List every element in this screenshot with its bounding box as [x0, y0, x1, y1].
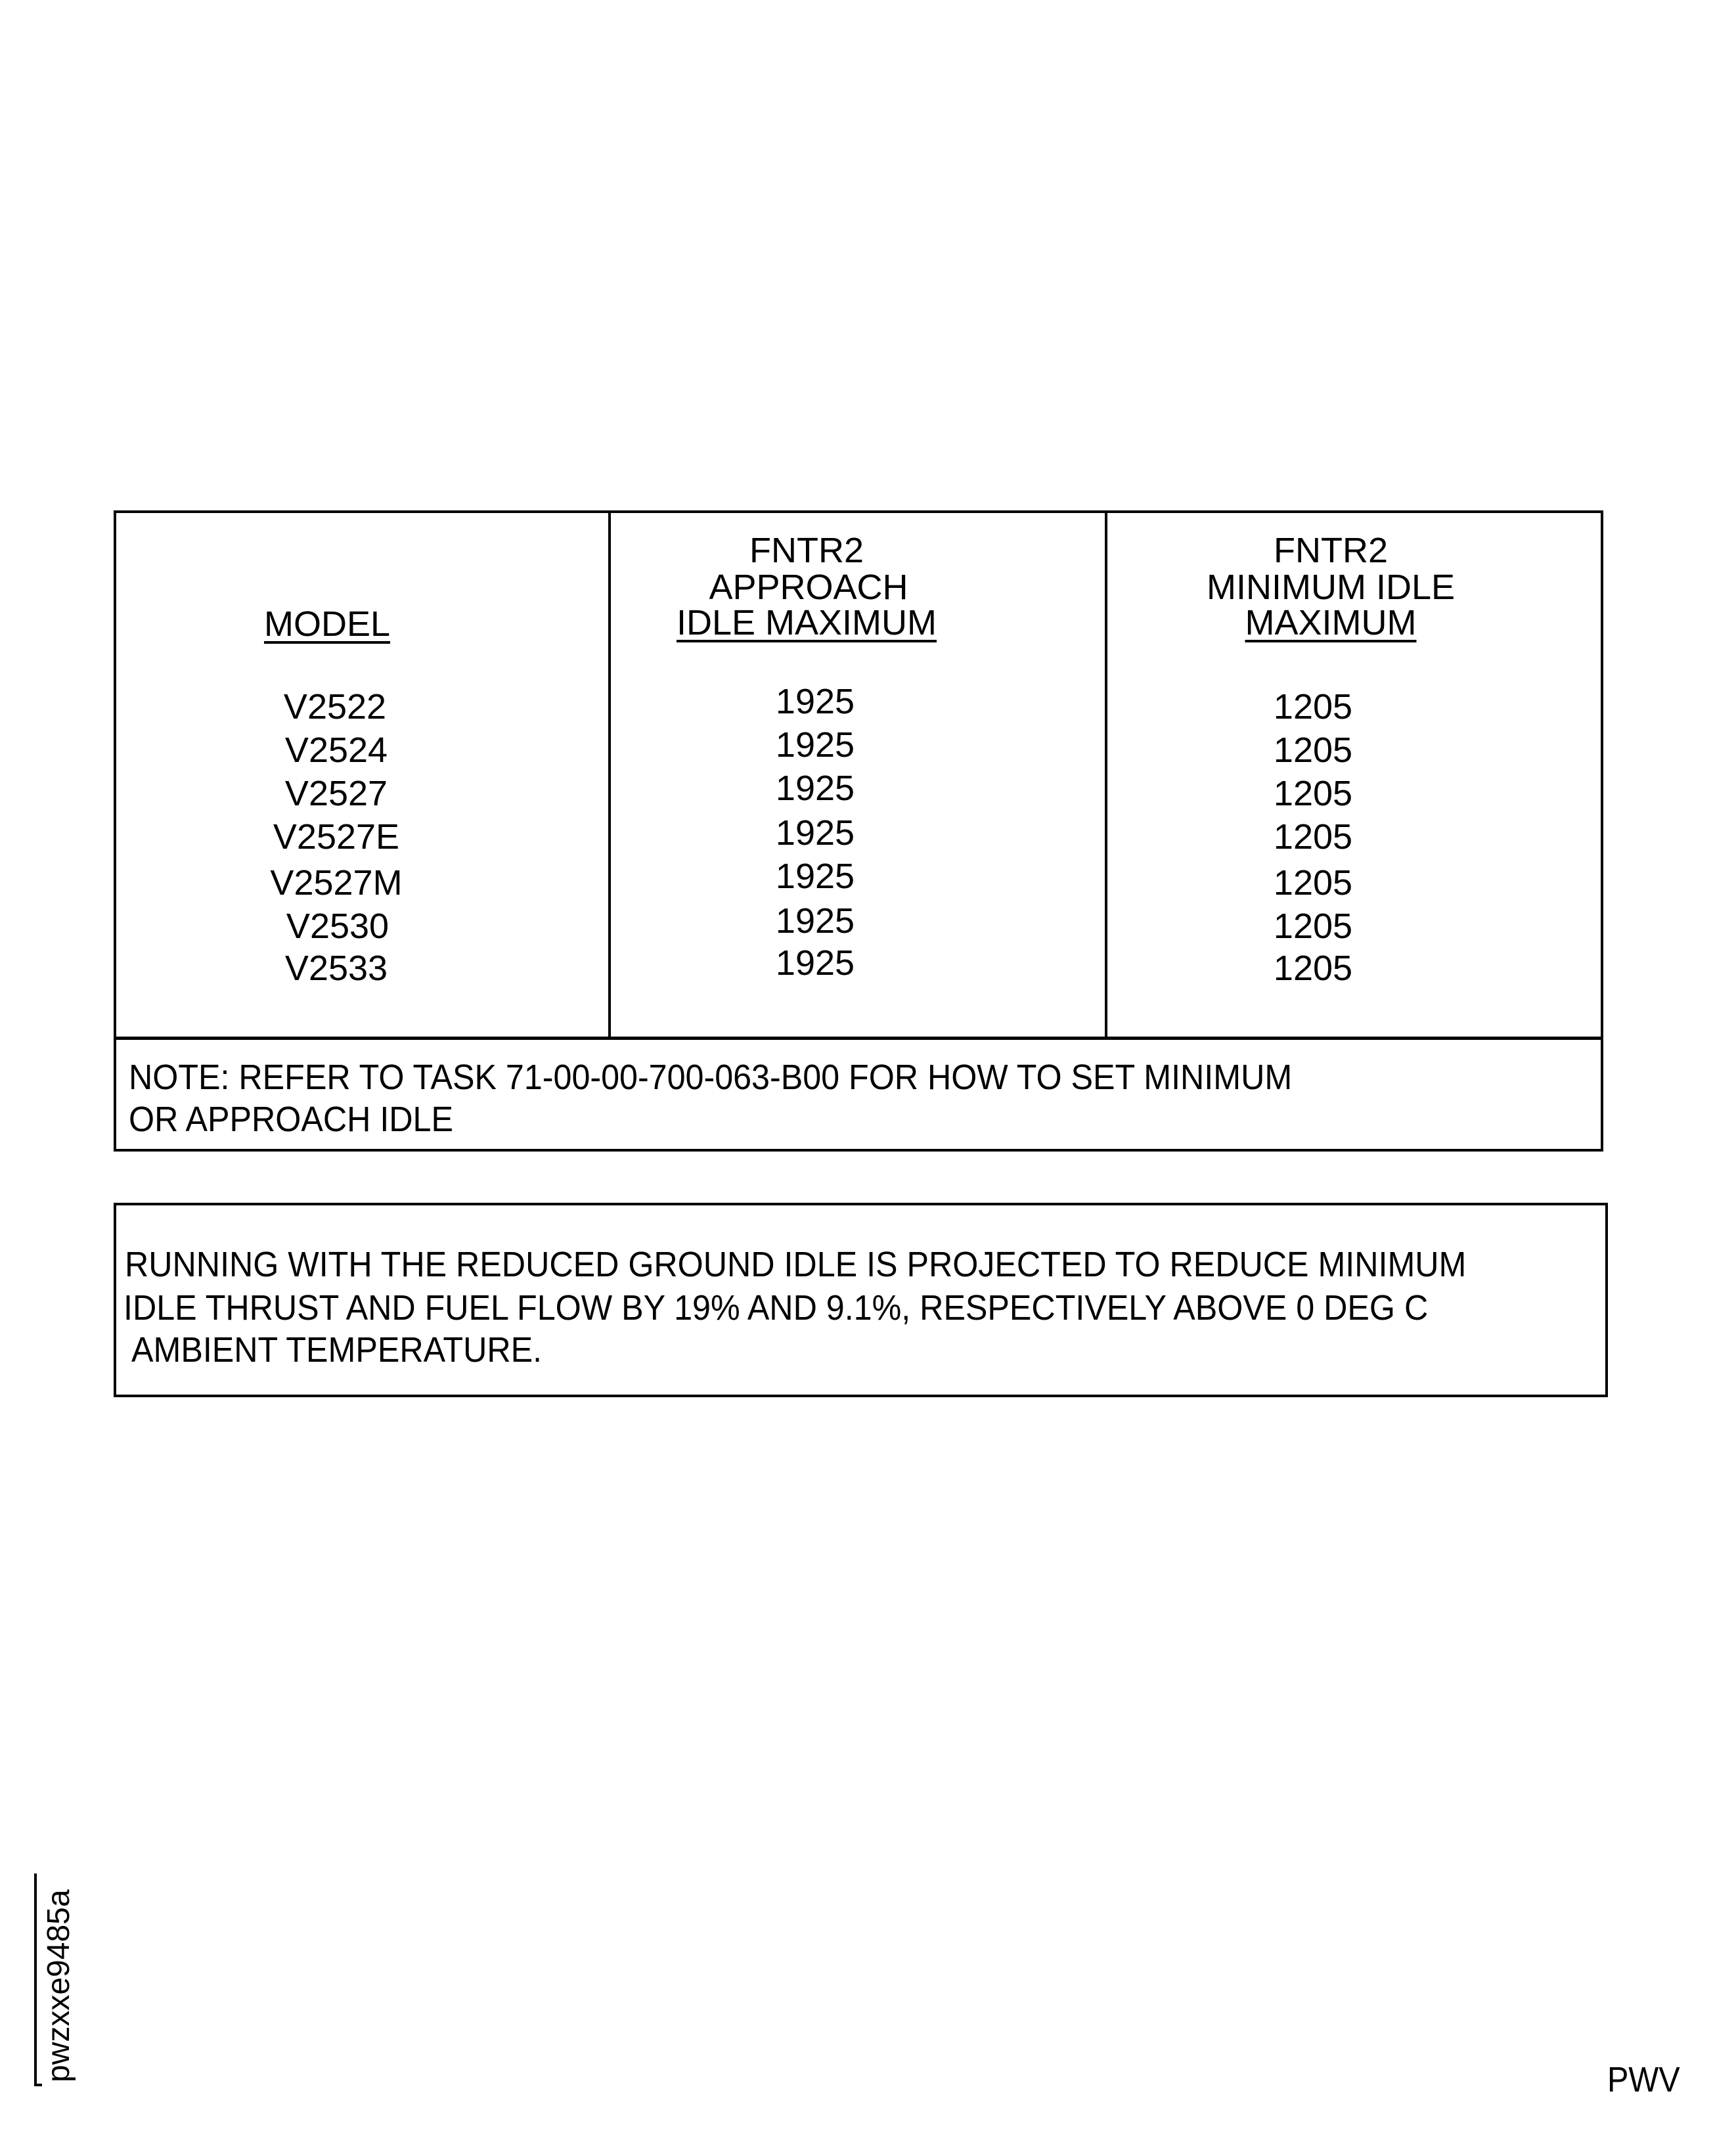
figure-id-bracket: [34, 1873, 42, 2086]
cell-minimum: 1205: [1273, 774, 1353, 813]
header-minimum-line2: MINIMUM IDLE: [1207, 568, 1455, 607]
cell-model: V2530: [286, 907, 389, 946]
cell-model: V2527: [284, 774, 388, 813]
column-divider: [1105, 510, 1107, 1039]
note-line1: NOTE: REFER TO TASK 71-00-00-700-063-B00…: [129, 1058, 1293, 1097]
cell-model: V2533: [284, 949, 388, 988]
cell-minimum: 1205: [1273, 949, 1353, 988]
cell-approach: 1925: [775, 901, 855, 941]
idle-table: [114, 510, 1603, 1152]
cell-model: V2522: [283, 687, 387, 727]
header-minimum-line3: MAXIMUM: [1245, 603, 1417, 642]
column-divider: [608, 510, 611, 1039]
note-line2: OR APPROACH IDLE: [129, 1100, 453, 1139]
cell-model: V2524: [284, 730, 388, 770]
cell-approach: 1925: [775, 813, 855, 853]
cell-approach: 1925: [775, 682, 855, 721]
cell-minimum: 1205: [1273, 817, 1353, 857]
footer-code: PWV: [1607, 2060, 1680, 2099]
cell-approach: 1925: [775, 725, 855, 765]
cell-approach: 1925: [775, 769, 855, 808]
remark-line2: IDLE THRUST AND FUEL FLOW BY 19% AND 9.1…: [123, 1288, 1429, 1328]
remark-line1: RUNNING WITH THE REDUCED GROUND IDLE IS …: [125, 1245, 1467, 1284]
cell-minimum: 1205: [1273, 730, 1353, 770]
cell-approach: 1925: [775, 943, 855, 983]
cell-minimum: 1205: [1273, 907, 1353, 946]
header-model: MODEL: [263, 604, 391, 644]
figure-id: pwzxxe9485a: [41, 1889, 76, 2082]
header-approach-line3: IDLE MAXIMUM: [676, 603, 937, 642]
note-divider: [114, 1037, 1603, 1040]
cell-model: V2527M: [270, 863, 403, 903]
remark-box: [114, 1203, 1608, 1397]
header-approach-line1: FNTR2: [749, 531, 864, 570]
remark-line3: AMBIENT TEMPERATURE.: [131, 1330, 543, 1370]
header-minimum-line1: FNTR2: [1274, 531, 1388, 570]
cell-model: V2527E: [273, 817, 400, 857]
cell-approach: 1925: [775, 857, 855, 896]
cell-minimum: 1205: [1273, 687, 1353, 727]
header-approach-line2: APPROACH: [709, 568, 908, 607]
cell-minimum: 1205: [1273, 863, 1353, 903]
